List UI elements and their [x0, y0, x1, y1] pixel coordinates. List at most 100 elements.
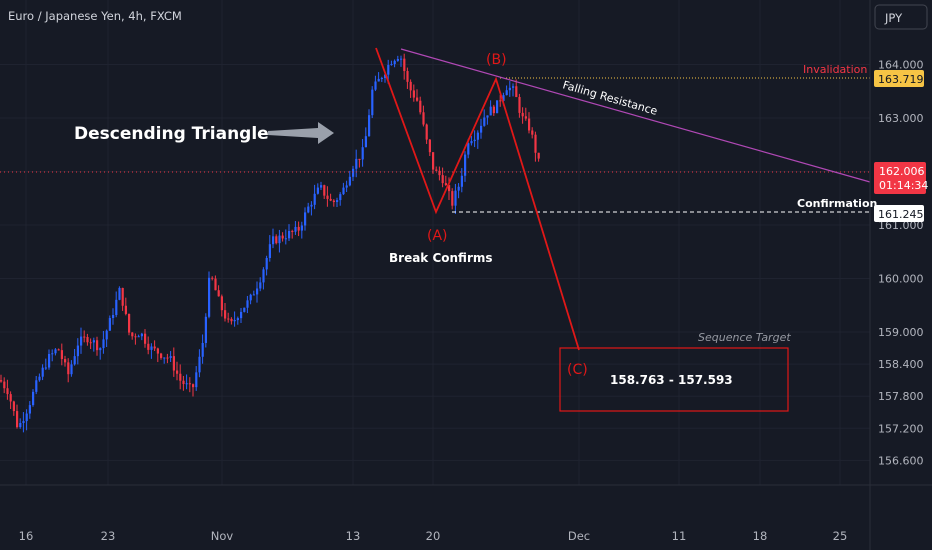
candle-body	[28, 405, 31, 414]
candle-body	[195, 372, 198, 388]
candle-body	[444, 183, 447, 186]
candle-body	[284, 238, 287, 240]
candle-body	[422, 112, 425, 125]
price-tick-label: 156.600	[878, 454, 924, 467]
price-axis[interactable]: 164.000163.000162.000161.000160.000159.0…	[878, 59, 924, 468]
candle-body	[297, 226, 300, 231]
candle-body	[105, 330, 108, 340]
candle-body	[83, 336, 86, 338]
candle-body	[323, 185, 326, 196]
candle-body	[307, 206, 310, 213]
candle-body	[492, 106, 495, 114]
candle-body	[176, 370, 179, 374]
currency-button[interactable]: JPY	[874, 4, 928, 30]
candle-body	[211, 277, 214, 279]
candle-body	[361, 147, 364, 160]
candle-body	[182, 380, 185, 384]
candle-body	[531, 130, 534, 135]
candle-body	[300, 225, 303, 231]
candle-body	[486, 115, 489, 118]
price-tick-label: 159.000	[878, 326, 924, 339]
confirmation-price-tag: 161.245	[874, 205, 924, 222]
sequence-target-title: Sequence Target	[698, 331, 791, 344]
candle-body	[99, 348, 102, 351]
sequence-target-range: 158.763 - 157.593	[610, 373, 733, 387]
candle-body	[54, 349, 57, 354]
candle-body	[524, 116, 527, 119]
candle-body	[128, 313, 131, 333]
candle-body	[3, 381, 6, 389]
candle-body	[160, 353, 163, 358]
candle-body	[217, 290, 220, 297]
candle-body	[38, 376, 41, 381]
price-tick-label: 158.400	[878, 358, 924, 371]
candle-body	[108, 318, 111, 331]
candle-body	[6, 388, 9, 395]
candle-body	[89, 342, 92, 344]
candle-body	[406, 71, 409, 82]
candle-body	[470, 141, 473, 144]
candle-body	[243, 307, 246, 312]
pattern-arrow	[268, 122, 334, 144]
candle-body	[70, 364, 73, 375]
candle-body	[457, 186, 460, 191]
candle-body	[76, 345, 79, 357]
candle-body	[201, 342, 204, 357]
candle-body	[304, 212, 307, 226]
candlestick-series	[0, 53, 540, 433]
candle-body	[329, 198, 332, 201]
candle-body	[220, 296, 223, 311]
candle-body	[508, 87, 511, 91]
candle-body	[412, 90, 415, 98]
falling-resistance-line	[400, 48, 871, 183]
time-axis[interactable]: 16 23 Nov 13 20 Dec 11 18 25	[19, 529, 848, 543]
candle-body	[432, 152, 435, 170]
candle-body	[435, 169, 438, 171]
candle-body	[358, 158, 361, 160]
time-tick-label: 18	[753, 529, 768, 543]
candle-body	[118, 287, 121, 300]
candle-body	[150, 346, 153, 350]
candle-body	[249, 294, 252, 301]
candle-body	[374, 81, 377, 90]
invalidation-price-value: 163.719	[878, 73, 924, 86]
candle-body	[224, 310, 227, 319]
invalidation-price-tag: 163.719	[874, 70, 924, 87]
countdown-value: 01:14:34	[879, 179, 928, 192]
sequence-target-box	[559, 347, 789, 412]
candle-body	[364, 136, 367, 148]
candle-body	[425, 124, 428, 140]
candle-body	[496, 100, 499, 114]
candle-body	[313, 193, 316, 205]
candle-body	[48, 353, 51, 368]
confirmation-price-value: 161.245	[878, 208, 924, 221]
current-price-tag: 162.006 01:14:34	[874, 162, 928, 194]
candle-body	[332, 200, 335, 203]
candle-body	[518, 97, 521, 113]
candle-body	[156, 348, 159, 354]
candle-body	[166, 357, 169, 359]
candle-body	[326, 195, 329, 199]
candle-body	[214, 278, 217, 291]
candle-body	[22, 421, 25, 424]
current-price-value: 162.006	[879, 165, 925, 178]
time-tick-label: 20	[426, 529, 441, 543]
candle-body	[451, 191, 454, 206]
candle-body	[368, 115, 371, 137]
candle-body	[278, 235, 281, 244]
candle-body	[262, 269, 265, 283]
price-tick-label: 160.000	[878, 273, 924, 286]
candle-body	[336, 200, 339, 203]
invalidation-label: Invalidation	[803, 63, 867, 76]
candle-body	[51, 353, 54, 355]
candle-body	[288, 230, 291, 239]
candle-body	[387, 64, 390, 75]
candle-body	[204, 316, 207, 343]
candle-body	[188, 383, 191, 385]
candle-body	[12, 401, 15, 412]
candle-body	[515, 86, 518, 98]
candle-body	[124, 305, 127, 314]
candle-body	[489, 106, 492, 116]
candle-body	[44, 367, 47, 369]
